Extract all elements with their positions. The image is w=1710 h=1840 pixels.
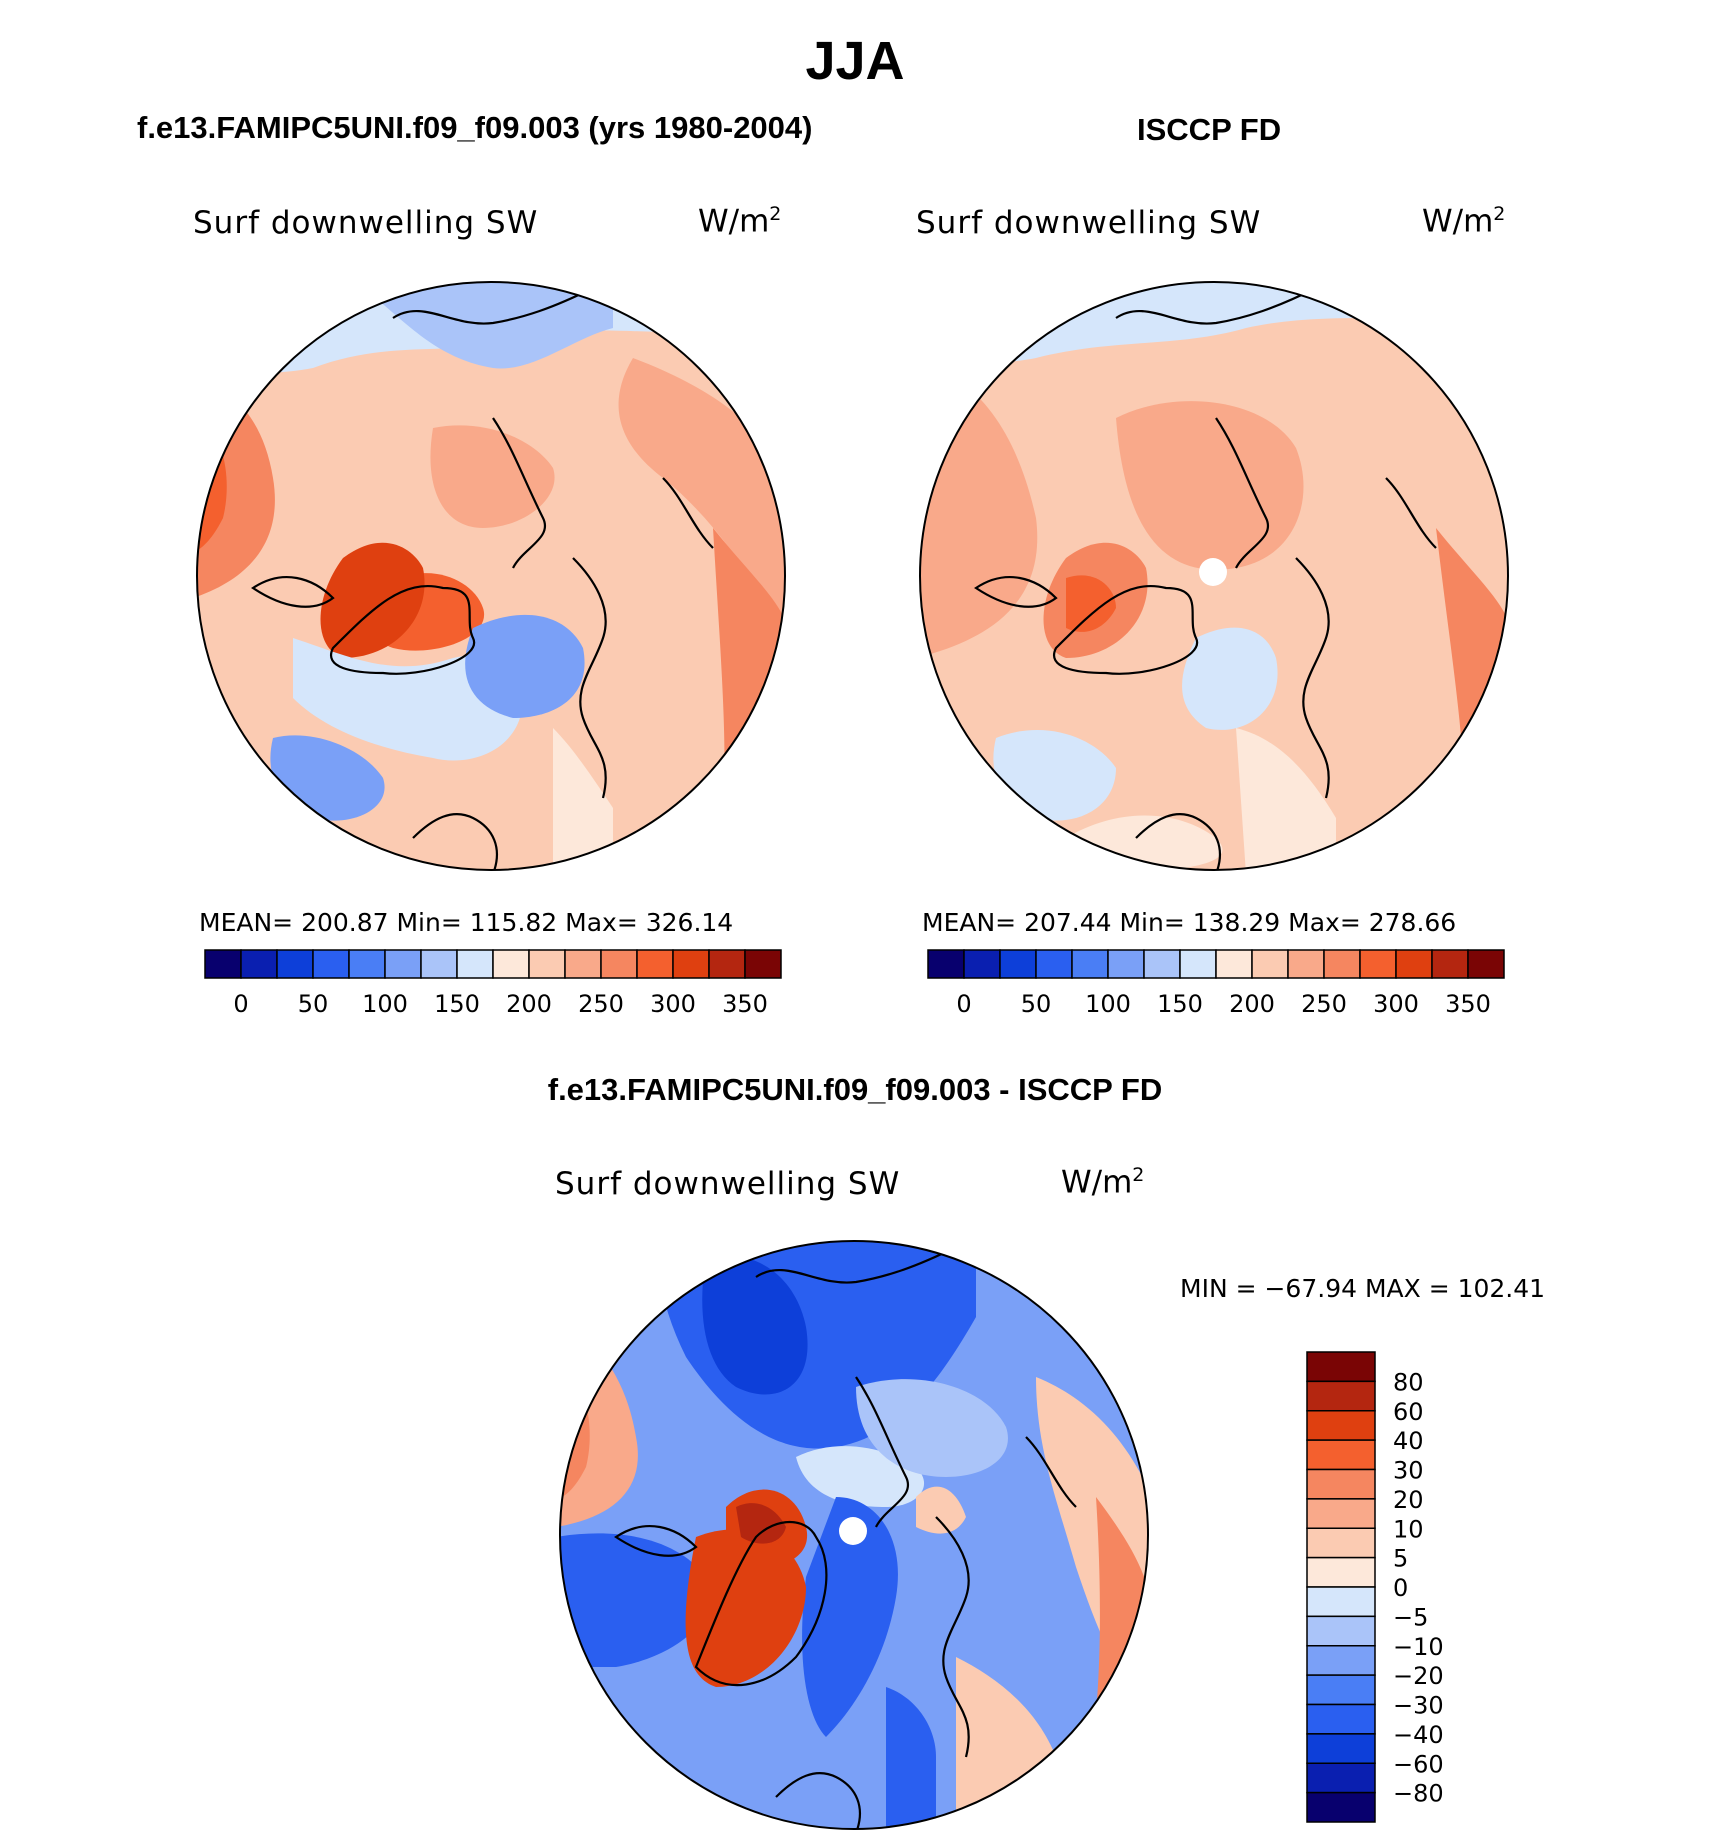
diff-colorbar-box [1306, 1703, 1376, 1735]
obs-units-label: W/m2 [1422, 203, 1506, 240]
model-colorbar-label: 50 [298, 990, 329, 1018]
obs-colorbar-label: 250 [1301, 990, 1347, 1018]
model-units-label: W/m2 [698, 203, 782, 240]
model-colorbar-label: 100 [362, 990, 408, 1018]
diff-variable-label: Surf downwelling SW [555, 1166, 901, 1202]
obs-colorbar-box [1215, 949, 1253, 979]
model-colorbar-box [240, 949, 278, 979]
diff-colorbar-label: 80 [1393, 1368, 1424, 1396]
diff-colorbar-box [1306, 1380, 1376, 1412]
diff-colorbar-label: −5 [1393, 1603, 1428, 1631]
obs-colorbar-label: 0 [956, 990, 971, 1018]
obs-colorbar-box [963, 949, 1001, 979]
diff-colorbar-label: 30 [1393, 1457, 1424, 1485]
diff-colorbar-box [1306, 1439, 1376, 1471]
model-colorbar-box [744, 949, 782, 979]
model-colorbar-box [204, 949, 242, 979]
diff-polar-map [559, 1240, 1149, 1830]
obs-colorbar-box [1035, 949, 1073, 979]
model-colorbar-box [528, 949, 566, 979]
model-colorbar-box [564, 949, 602, 979]
diff-panel-title: f.e13.FAMIPC5UNI.f09_f09.003 - ISCCP FD [547, 1072, 1163, 1107]
model-colorbar-label: 150 [434, 990, 480, 1018]
obs-variable-label: Surf downwelling SW [916, 205, 1262, 241]
obs-colorbar-box [927, 949, 965, 979]
diff-colorbar-label: −20 [1393, 1662, 1444, 1690]
obs-colorbar-box [1071, 949, 1109, 979]
model-colorbar-label: 200 [506, 990, 552, 1018]
model-colorbar-box [384, 949, 422, 979]
diff-colorbar-label: 20 [1393, 1486, 1424, 1514]
diff-colorbar-box [1306, 1762, 1376, 1794]
obs-colorbar-label: 300 [1373, 990, 1419, 1018]
model-colorbar-label: 0 [233, 990, 248, 1018]
model-colorbar-box [636, 949, 674, 979]
obs-colorbar-box [1107, 949, 1145, 979]
obs-stats: MEAN= 207.44 Min= 138.29 Max= 278.66 [922, 908, 1457, 937]
obs-colorbar-box [999, 949, 1037, 979]
model-colorbar-box [672, 949, 710, 979]
obs-colorbar-box [1431, 949, 1469, 979]
diff-colorbar-label: 10 [1393, 1515, 1424, 1543]
model-colorbar-box [708, 949, 746, 979]
model-stats: MEAN= 200.87 Min= 115.82 Max= 326.14 [199, 908, 734, 937]
obs-colorbar-label: 200 [1229, 990, 1275, 1018]
model-panel-title: f.e13.FAMIPC5UNI.f09_f09.003 (yrs 1980-2… [137, 110, 813, 145]
model-colorbar-box [456, 949, 494, 979]
diff-colorbar-box [1306, 1527, 1376, 1559]
model-colorbar-box [312, 949, 350, 979]
diff-colorbar-box [1306, 1498, 1376, 1529]
obs-colorbar-label: 350 [1445, 990, 1491, 1018]
obs-colorbar-label: 150 [1157, 990, 1203, 1018]
diff-colorbar-label: 0 [1393, 1574, 1408, 1602]
obs-colorbar-box [1251, 949, 1289, 979]
obs-polar-map [919, 281, 1509, 871]
obs-colorbar: 0 50 100 150 200 250 300 350 [927, 949, 1505, 1018]
diff-colorbar-label: 5 [1393, 1545, 1408, 1573]
obs-colorbar-label: 100 [1085, 990, 1131, 1018]
diff-colorbar-box [1306, 1586, 1376, 1618]
model-colorbar-box [348, 949, 386, 979]
model-colorbar-box [420, 949, 458, 979]
diff-colorbar-box [1306, 1674, 1376, 1706]
model-polar-map [196, 281, 786, 871]
diff-colorbar-box [1306, 1351, 1376, 1383]
figure-title: JJA [805, 31, 905, 91]
diff-stats: MIN = −67.94 MAX = 102.41 [1180, 1274, 1546, 1303]
model-variable-label: Surf downwelling SW [193, 205, 539, 241]
diff-colorbar-box [1306, 1615, 1376, 1647]
diff-colorbar-box [1306, 1733, 1376, 1764]
diff-colorbar-label: −10 [1393, 1633, 1444, 1661]
diff-colorbar-label: −60 [1393, 1750, 1444, 1778]
diff-colorbar-label: −40 [1393, 1721, 1444, 1749]
obs-colorbar-box [1395, 949, 1433, 979]
diff-colorbar-box [1306, 1791, 1376, 1823]
diff-colorbar-label: 60 [1393, 1398, 1424, 1426]
obs-panel-title: ISCCP FD [1137, 112, 1282, 147]
diff-units-label: W/m2 [1061, 1164, 1145, 1201]
diff-colorbar-box [1306, 1645, 1376, 1676]
model-colorbar-label: 250 [578, 990, 624, 1018]
obs-colorbar-label: 50 [1021, 990, 1052, 1018]
diff-colorbar-box [1306, 1556, 1376, 1588]
model-colorbar-box [492, 949, 530, 979]
obs-colorbar-box [1323, 949, 1361, 979]
diff-colorbar-label: −80 [1393, 1780, 1444, 1808]
model-colorbar-label: 300 [650, 990, 696, 1018]
model-colorbar-label: 350 [722, 990, 768, 1018]
model-colorbar-box [600, 949, 638, 979]
diff-colorbar-label: 40 [1393, 1427, 1424, 1455]
model-colorbar-box [276, 949, 314, 979]
obs-colorbar-box [1467, 949, 1505, 979]
obs-colorbar-box [1359, 949, 1397, 979]
obs-colorbar-box [1143, 949, 1181, 979]
diff-colorbar-label: −30 [1393, 1692, 1444, 1720]
obs-colorbar-box [1179, 949, 1217, 979]
obs-colorbar-box [1287, 949, 1325, 979]
diff-colorbar-box [1306, 1468, 1376, 1500]
model-colorbar: 0 50 100 150 200 250 300 350 [204, 949, 782, 1018]
diff-colorbar-box [1306, 1410, 1376, 1441]
